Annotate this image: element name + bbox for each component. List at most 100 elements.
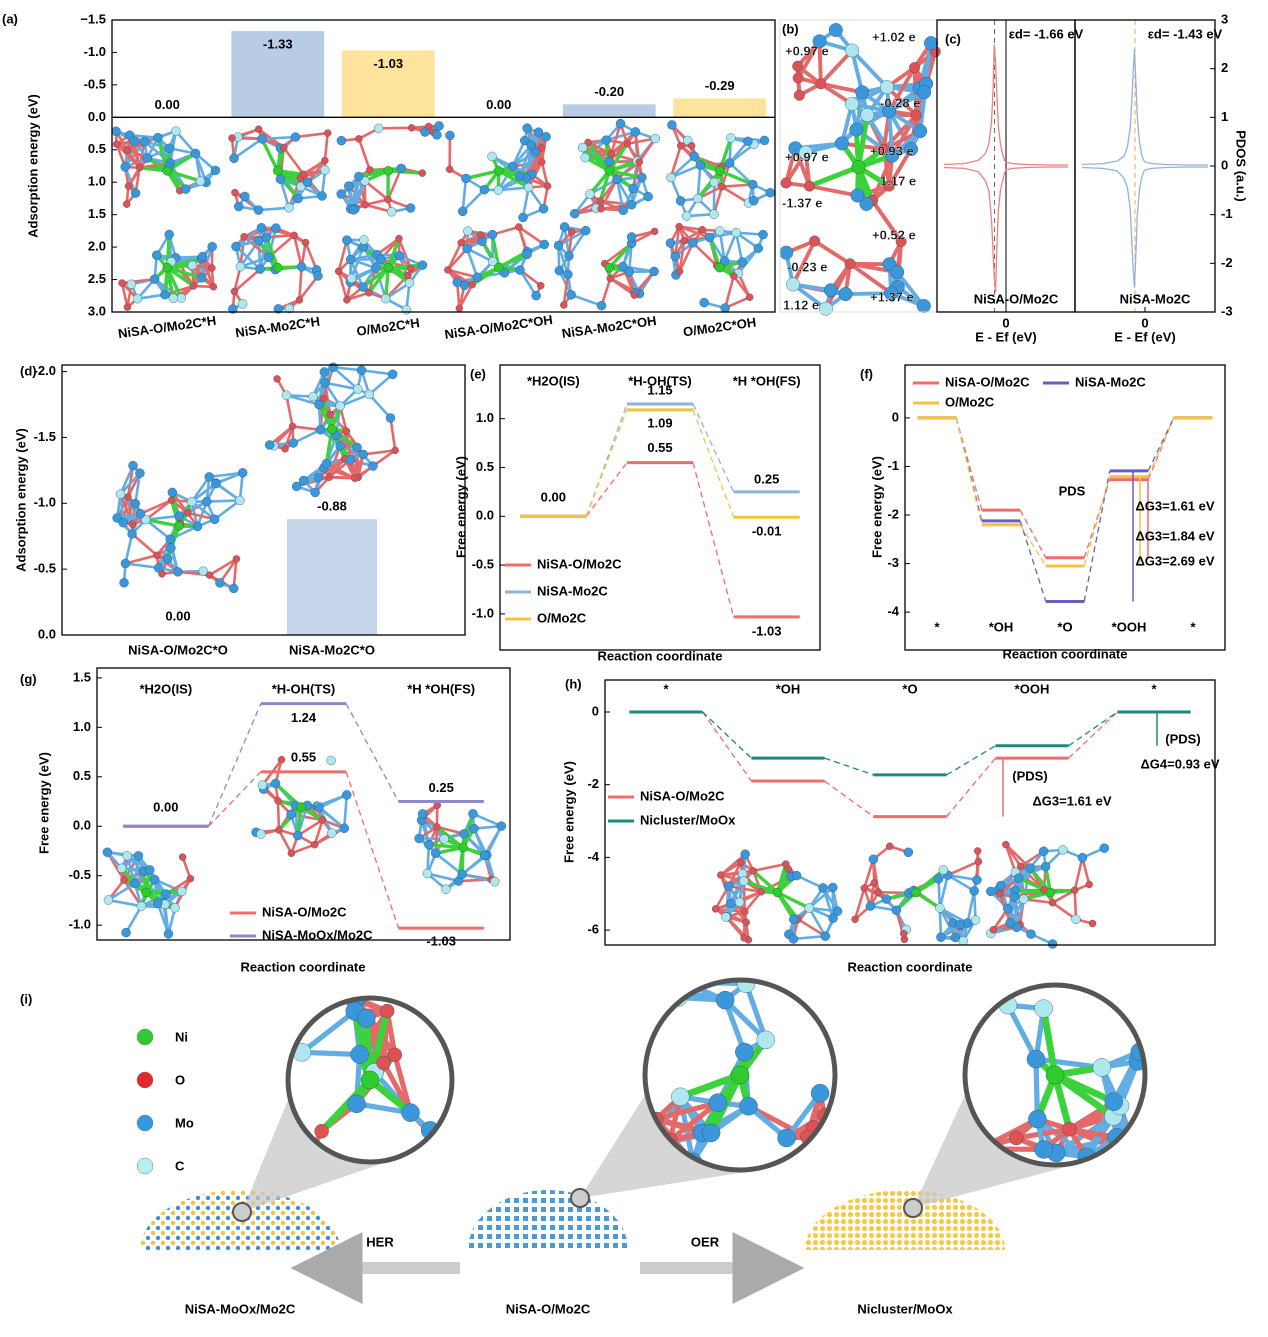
bond xyxy=(317,457,346,479)
atom xyxy=(135,468,145,478)
atom xyxy=(518,212,528,223)
bond xyxy=(368,393,392,419)
atom xyxy=(969,886,979,896)
atom xyxy=(153,551,161,559)
atom xyxy=(596,197,604,205)
atom xyxy=(281,390,292,400)
atom xyxy=(581,225,591,236)
y-tick-label: -3 xyxy=(887,555,899,570)
y-tick-label: -2 xyxy=(887,506,899,521)
zoom-cone xyxy=(580,1095,759,1198)
y-tick-label: 2.5 xyxy=(88,271,106,286)
atom xyxy=(424,840,434,850)
atom xyxy=(604,262,614,273)
atom xyxy=(468,809,478,819)
connector xyxy=(585,462,628,517)
atom xyxy=(162,554,173,564)
atom xyxy=(405,203,416,213)
bond xyxy=(938,874,950,909)
atom xyxy=(1025,863,1035,873)
value-label: -0.88 xyxy=(317,499,347,514)
y-tick-label: -1.0 xyxy=(34,495,56,510)
atom xyxy=(284,303,295,314)
atom xyxy=(615,118,626,129)
atom xyxy=(1003,904,1013,914)
bond xyxy=(588,169,611,196)
atom xyxy=(336,189,346,199)
atom xyxy=(296,181,306,192)
atom xyxy=(726,898,736,909)
y-tick-label: 0.0 xyxy=(38,626,56,641)
bond xyxy=(638,137,657,163)
bond xyxy=(264,236,280,269)
category-label: *OOH xyxy=(1015,681,1050,696)
y-tick-label: 0.0 xyxy=(88,109,106,124)
bond xyxy=(870,154,894,202)
atom xyxy=(149,274,160,284)
structure-image xyxy=(779,23,941,316)
connector xyxy=(1083,479,1111,558)
atom xyxy=(335,401,345,411)
atom xyxy=(164,229,174,240)
atom xyxy=(810,1083,830,1103)
atom xyxy=(298,475,309,486)
atom xyxy=(317,191,327,201)
value-label: 0.25 xyxy=(429,780,454,795)
value-label: -1.03 xyxy=(752,623,782,638)
atom xyxy=(612,174,622,184)
atom xyxy=(537,281,545,290)
bond xyxy=(461,188,486,213)
atom xyxy=(469,823,479,834)
bond xyxy=(297,818,324,837)
bond xyxy=(723,998,768,1042)
structure-image xyxy=(986,840,1109,949)
legend-atom xyxy=(136,1028,154,1046)
y-tick-label: -2 xyxy=(587,776,599,791)
atom xyxy=(1038,846,1049,856)
atom xyxy=(860,108,875,122)
bond xyxy=(675,980,685,999)
x-axis-title: Reaction coordinate xyxy=(848,959,973,974)
bond xyxy=(339,393,370,408)
atom xyxy=(514,171,525,181)
bond xyxy=(540,161,549,187)
legend-label: NiSA-O/Mo2C xyxy=(262,904,347,919)
atom xyxy=(476,231,485,239)
x-axis-title: Reaction coordinate xyxy=(1003,646,1128,661)
annotation: PDS xyxy=(1059,483,1086,498)
atom xyxy=(604,157,614,167)
atom xyxy=(607,150,615,158)
bond xyxy=(301,1049,360,1058)
atom xyxy=(346,273,357,284)
atom xyxy=(231,241,241,252)
bond xyxy=(658,980,683,991)
atom xyxy=(1005,918,1015,928)
bond xyxy=(975,850,979,880)
y-tick-label: 0 xyxy=(892,409,899,424)
connector xyxy=(1068,711,1118,759)
atom xyxy=(730,272,738,280)
atom xyxy=(701,1123,721,1143)
structure-image xyxy=(102,847,195,939)
bond xyxy=(497,169,530,189)
atom xyxy=(715,226,725,236)
atom xyxy=(407,124,416,132)
atom xyxy=(290,132,301,142)
bond xyxy=(397,238,413,269)
bond xyxy=(498,252,528,270)
bond xyxy=(511,140,526,168)
atom xyxy=(564,251,574,261)
annotation: ΔG4=0.93 eV xyxy=(1140,756,1219,771)
atom xyxy=(675,222,683,231)
atom xyxy=(699,297,709,308)
atom xyxy=(327,828,337,838)
atom xyxy=(173,567,183,577)
atom xyxy=(383,262,393,273)
atom xyxy=(190,148,201,159)
bond xyxy=(323,382,332,415)
atom xyxy=(1045,887,1056,898)
bond xyxy=(518,269,538,297)
charge-label: +0.97 e xyxy=(785,43,829,58)
connector xyxy=(824,757,874,776)
value-label: 0.55 xyxy=(291,749,316,764)
